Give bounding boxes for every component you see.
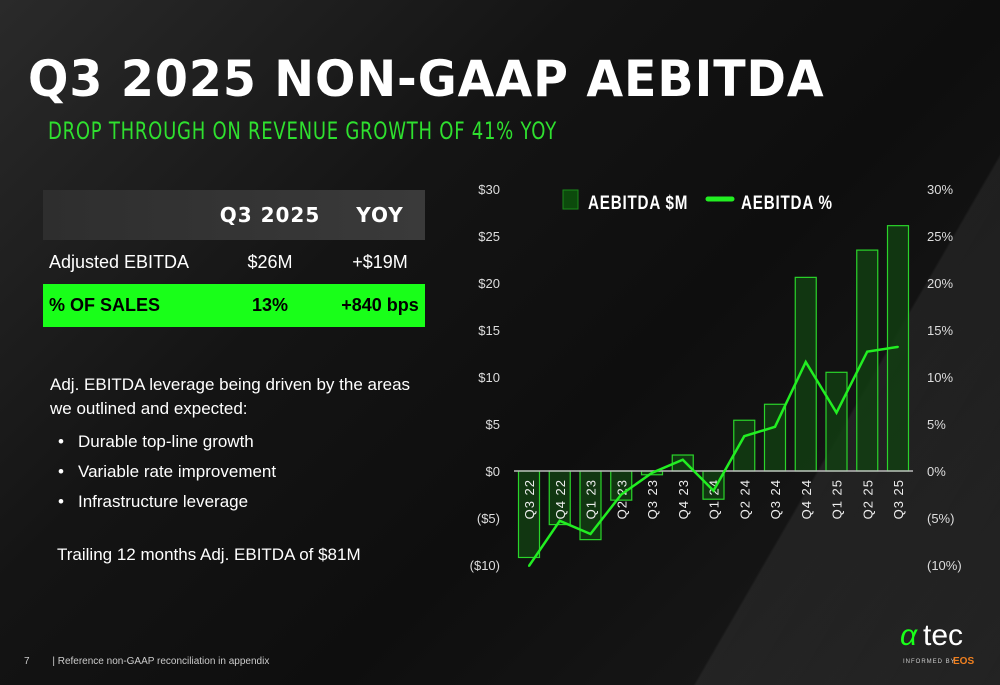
category-label: Q2 25 xyxy=(860,479,875,519)
table-row: Adjusted EBITDA $26M +$19M xyxy=(43,240,425,284)
commentary: Adj. EBITDA leverage being driven by the… xyxy=(50,373,430,517)
cell: 13% xyxy=(251,295,289,315)
bullet-item: • Durable top-line growth xyxy=(58,432,254,451)
right-tick-label: 10% xyxy=(927,370,953,385)
category-label: Q3 22 xyxy=(522,479,537,519)
right-tick-label: (5%) xyxy=(927,511,954,526)
line-point xyxy=(897,345,899,348)
category-label: Q2 23 xyxy=(614,479,629,519)
right-tick-label: 20% xyxy=(927,276,953,291)
category-label: Q4 24 xyxy=(799,479,814,519)
right-tick-label: 15% xyxy=(927,323,953,338)
category-label: Q3 23 xyxy=(645,479,660,519)
trailing-note: Trailing 12 months Adj. EBITDA of $81M xyxy=(57,545,361,564)
cell: +$19M xyxy=(352,251,408,272)
line-point xyxy=(866,350,869,353)
right-tick-label: 5% xyxy=(927,417,946,432)
left-tick-label: $15 xyxy=(478,323,500,338)
cell: +840 bps xyxy=(341,295,419,315)
page-title: Q3 2025 NON-GAAP AEBITDA xyxy=(28,50,825,108)
right-tick-label: (10%) xyxy=(927,558,962,573)
left-tick-label: $25 xyxy=(478,229,500,244)
bullet-text: Infrastructure leverage xyxy=(78,492,249,511)
line-point xyxy=(712,489,715,492)
category-label: Q3 25 xyxy=(891,479,906,519)
line-point xyxy=(835,411,838,414)
line-point xyxy=(774,425,776,428)
page-subtitle: DROP THROUGH ON REVENUE GROWTH OF 41% YO… xyxy=(48,117,557,145)
bullet-text: Variable rate improvement xyxy=(78,462,277,481)
category-label: Q1 23 xyxy=(584,479,599,519)
bar xyxy=(856,249,879,472)
left-tick-label: $20 xyxy=(478,276,500,291)
row-label: Adjusted EBITDA xyxy=(49,251,190,272)
bar xyxy=(733,419,756,472)
line-point xyxy=(558,519,561,522)
table-row-highlight: % OF SALES 13% +840 bps xyxy=(43,284,425,327)
line-point xyxy=(804,360,807,363)
bullet-item: • Infrastructure leverage xyxy=(58,492,249,511)
right-tick-label: 0% xyxy=(927,464,946,479)
header-cell: Q3 2025 xyxy=(219,203,321,227)
category-label: Q1 25 xyxy=(830,479,845,519)
category-label: Q4 23 xyxy=(676,479,691,519)
left-tick-label: $10 xyxy=(478,370,500,385)
bullet-item: • Variable rate improvement xyxy=(58,462,277,481)
right-tick-label: 30% xyxy=(927,182,953,197)
legend-swatch-bar xyxy=(562,189,579,210)
summary-table: Q3 2025 YOY Adjusted EBITDA $26M +$19M %… xyxy=(43,190,425,327)
right-tick-label: 25% xyxy=(927,229,953,244)
header-cell: YOY xyxy=(356,203,404,227)
legend-label-line: AEBITDA % xyxy=(741,191,833,213)
line-point xyxy=(681,458,684,461)
left-tick-label: $5 xyxy=(486,417,500,432)
footer-note: | Reference non-GAAP reconciliation in a… xyxy=(52,656,270,667)
table-header: Q3 2025 YOY xyxy=(43,190,425,240)
left-tick-label: $30 xyxy=(478,182,500,197)
line-point xyxy=(651,471,653,474)
line-point xyxy=(528,564,530,567)
legend-label-bar: AEBITDA $M xyxy=(588,191,688,213)
bar xyxy=(763,403,787,472)
row-label: % OF SALES xyxy=(49,295,161,315)
line-point xyxy=(589,532,592,535)
bar xyxy=(825,371,848,472)
bullet-list: • Durable top-line growth • Variable rate … xyxy=(50,427,430,517)
svg-text:tec: tec xyxy=(923,619,963,652)
bullet-text: Durable top-line growth xyxy=(78,432,254,451)
left-tick-label: ($10) xyxy=(470,558,500,573)
svg-text:α: α xyxy=(900,619,918,652)
category-label: Q3 24 xyxy=(768,479,783,519)
atec-logo: α tec INFORMED BY EOS xyxy=(900,619,974,667)
line-point xyxy=(620,493,623,496)
left-tick-label: ($5) xyxy=(477,511,500,526)
svg-text:EOS: EOS xyxy=(953,656,974,667)
page-number: 7 xyxy=(24,656,30,667)
line-point xyxy=(743,435,746,438)
svg-text:INFORMED BY: INFORMED BY xyxy=(903,659,956,665)
footer: 7 | Reference non-GAAP reconciliation in… xyxy=(24,656,289,667)
cell: $26M xyxy=(247,251,293,272)
category-label: Q2 24 xyxy=(737,479,752,519)
left-tick-label: $0 xyxy=(486,464,500,479)
intro-text: Adj. EBITDA leverage being driven by the… xyxy=(50,375,411,418)
category-label: Q4 22 xyxy=(553,479,568,519)
